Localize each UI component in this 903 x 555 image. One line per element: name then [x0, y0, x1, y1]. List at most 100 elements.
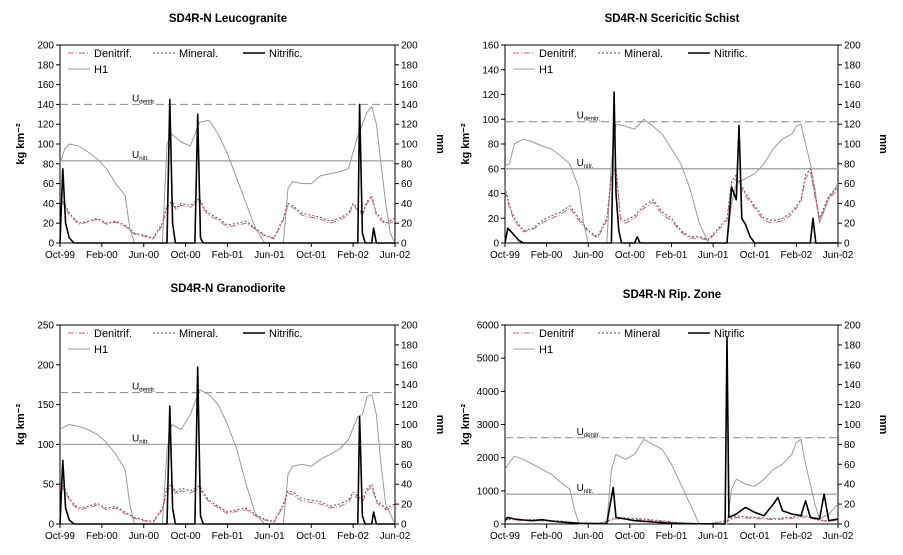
chart-title: SD4R-N Granodiorite: [170, 283, 285, 295]
chart-panel-2: SD4R-N Granodiorite 0 50 100 150 200 250 0 20 40 6…: [15, 283, 446, 542]
y-right-tick-label: 0: [401, 520, 407, 531]
legend-label: Denitrif.: [539, 48, 577, 60]
y-right-tick-label: 80: [401, 159, 413, 170]
y-left-tick-label: 100: [37, 140, 54, 151]
y-left-tick-label: 4000: [477, 387, 500, 398]
x-tick-label: Feb-00: [86, 250, 118, 261]
y-axis-label-right: mm: [877, 415, 889, 435]
y-right-tick-label: 120: [844, 400, 861, 411]
x-tick-label: Oct-00: [615, 531, 645, 542]
x-tick-label: Oct-01: [740, 250, 770, 261]
y-left-tick-label: 60: [488, 164, 500, 175]
x-tick-label: Jun-02: [380, 531, 411, 542]
y-left-tick-label: 80: [488, 140, 500, 151]
series-line: [59, 197, 396, 240]
x-tick-label: Jun-02: [823, 250, 854, 261]
y-left-tick-label: 0: [493, 520, 499, 531]
y-left-tick-label: 140: [37, 100, 54, 111]
y-right-tick-label: 200: [401, 41, 418, 52]
y-left-tick-label: 0: [48, 520, 54, 531]
threshold-label: Unitr.: [577, 483, 594, 495]
x-tick-label: Feb-02: [337, 250, 369, 261]
y-right-tick-label: 0: [401, 239, 407, 250]
x-tick-label: Oct-99: [45, 531, 75, 542]
y-right-tick-label: 0: [844, 520, 850, 531]
y-left-tick-label: 160: [482, 41, 499, 52]
x-tick-label: Feb-00: [531, 250, 563, 261]
y-left-tick-label: 2000: [477, 453, 500, 464]
legend-label: H1: [539, 344, 553, 356]
y-axis-label-right: mm: [877, 134, 889, 154]
y-axis-label-left: kg km⁻²: [15, 123, 27, 165]
x-tick-label: Jun-01: [698, 250, 729, 261]
chart-title: SD4R-N Rip. Zone: [623, 289, 721, 301]
plot-frame: [504, 44, 839, 244]
series-line: [59, 389, 396, 525]
series-line: [504, 168, 839, 240]
y-right-tick-label: 140: [401, 100, 418, 111]
y-left-tick-label: 250: [37, 321, 54, 332]
x-tick-label: Jun-01: [698, 531, 729, 542]
y-right-tick-label: 100: [844, 140, 861, 151]
y-axis-label-right: mm: [434, 134, 446, 154]
x-tick-label: Jun-02: [823, 531, 854, 542]
x-tick-label: Feb-01: [656, 531, 688, 542]
threshold-label: Udenitr.: [577, 427, 601, 439]
y-right-tick-label: 140: [844, 100, 861, 111]
y-left-tick-label: 20: [488, 214, 500, 225]
x-tick-label: Oct-00: [171, 250, 201, 261]
y-right-tick-label: 100: [401, 140, 418, 151]
chart-title: SD4R-N Leucogranite: [169, 13, 287, 25]
y-left-tick-label: 160: [37, 80, 54, 91]
y-left-tick-label: 150: [37, 400, 54, 411]
y-right-tick-label: 60: [844, 460, 856, 471]
legend-label: Denitrif.: [94, 48, 132, 60]
x-tick-label: Jun-02: [380, 250, 411, 261]
y-right-tick-label: 160: [844, 80, 861, 91]
y-right-tick-label: 60: [844, 179, 856, 190]
y-right-tick-label: 60: [401, 460, 413, 471]
y-left-tick-label: 200: [37, 41, 54, 52]
y-left-tick-label: 100: [37, 440, 54, 451]
chart-panel-0: SD4R-N Leucogranite 0 20 40 60 80 100 120 140 160…: [15, 13, 446, 261]
y-left-tick-label: 50: [43, 480, 55, 491]
y-axis-label-left: kg km⁻²: [460, 123, 472, 165]
x-tick-label: Feb-00: [531, 531, 563, 542]
x-tick-label: Jun-00: [128, 531, 159, 542]
y-right-tick-label: 140: [401, 380, 418, 391]
threshold-label: Unitr.: [132, 433, 149, 445]
y-right-tick-label: 40: [844, 480, 856, 491]
y-left-tick-label: 80: [43, 159, 55, 170]
y-right-tick-label: 140: [844, 380, 861, 391]
x-tick-label: Jun-01: [254, 250, 285, 261]
y-right-tick-label: 20: [844, 500, 856, 511]
x-tick-label: Feb-01: [212, 531, 244, 542]
y-right-tick-label: 20: [401, 500, 413, 511]
y-right-tick-label: 180: [401, 340, 418, 351]
x-tick-label: Oct-01: [296, 250, 326, 261]
series-line: [504, 516, 839, 525]
y-left-tick-label: 0: [48, 239, 54, 250]
y-right-tick-label: 180: [844, 340, 861, 351]
y-right-tick-label: 120: [844, 120, 861, 131]
threshold-label: Udenitr.: [577, 111, 601, 123]
series-line: [504, 335, 839, 525]
y-left-tick-label: 180: [37, 60, 54, 71]
y-right-tick-label: 40: [401, 199, 413, 210]
legend-label: Denitrif.: [94, 328, 132, 340]
y-left-tick-label: 60: [43, 179, 55, 190]
y-axis-label-left: kg km⁻²: [460, 404, 472, 446]
y-right-tick-label: 80: [844, 440, 856, 451]
x-tick-label: Oct-99: [45, 250, 75, 261]
y-right-tick-label: 40: [401, 480, 413, 491]
series-line: [504, 438, 839, 525]
y-left-tick-label: 5000: [477, 354, 500, 365]
y-right-tick-label: 180: [844, 60, 861, 71]
y-left-tick-label: 100: [482, 115, 499, 126]
series-line: [504, 170, 839, 241]
legend-label: Nitrific.: [714, 48, 748, 60]
series-line: [59, 98, 395, 244]
chart-panel-1: SD4R-N Scericitic Schist 0 20 40 60 80 100 120 1…: [460, 13, 889, 261]
series-line: [59, 195, 396, 239]
y-left-tick-label: 120: [37, 120, 54, 131]
